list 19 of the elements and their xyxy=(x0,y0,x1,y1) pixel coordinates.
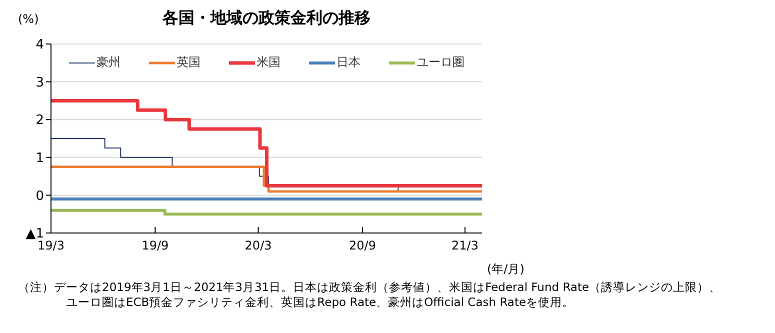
legend-label: 豪州 xyxy=(96,54,120,71)
x-tick-label: 20/3 xyxy=(244,238,272,253)
text: （注）データは2019年3月1日～2021年3月31日。日本は政策金利（参考値）、米国はFederal Fund Rate（誘導レンジの上限）、 xyxy=(18,280,722,295)
y-tick-label: 2 xyxy=(36,113,44,128)
legend-label: 米国 xyxy=(256,54,280,71)
y-axis-title: (%) xyxy=(18,12,39,26)
x-tick-label: 19/9 xyxy=(142,238,169,253)
legend-label: 日本 xyxy=(336,54,360,71)
legend-label: 英国 xyxy=(176,54,200,71)
text: ユーロ圏はECB預金ファシリティ金利、英国はRepo Rate、豪州はOfficial Cash Rateを使用。 xyxy=(65,295,576,310)
chart-title: 各国・地域の政策金利の推移 xyxy=(161,8,372,29)
y-tick-label: 4 xyxy=(36,38,44,53)
y-tick-label: 3 xyxy=(36,75,44,90)
x-tick-label: 20/9 xyxy=(349,238,376,253)
x-tick-label: 21/3 xyxy=(452,238,478,253)
y-tick-label: 0 xyxy=(36,188,44,204)
legend-label: ユーロ圏 xyxy=(416,54,464,71)
y-tick-label: 1 xyxy=(36,151,44,166)
x-axis-title: (年/月) xyxy=(487,261,524,278)
